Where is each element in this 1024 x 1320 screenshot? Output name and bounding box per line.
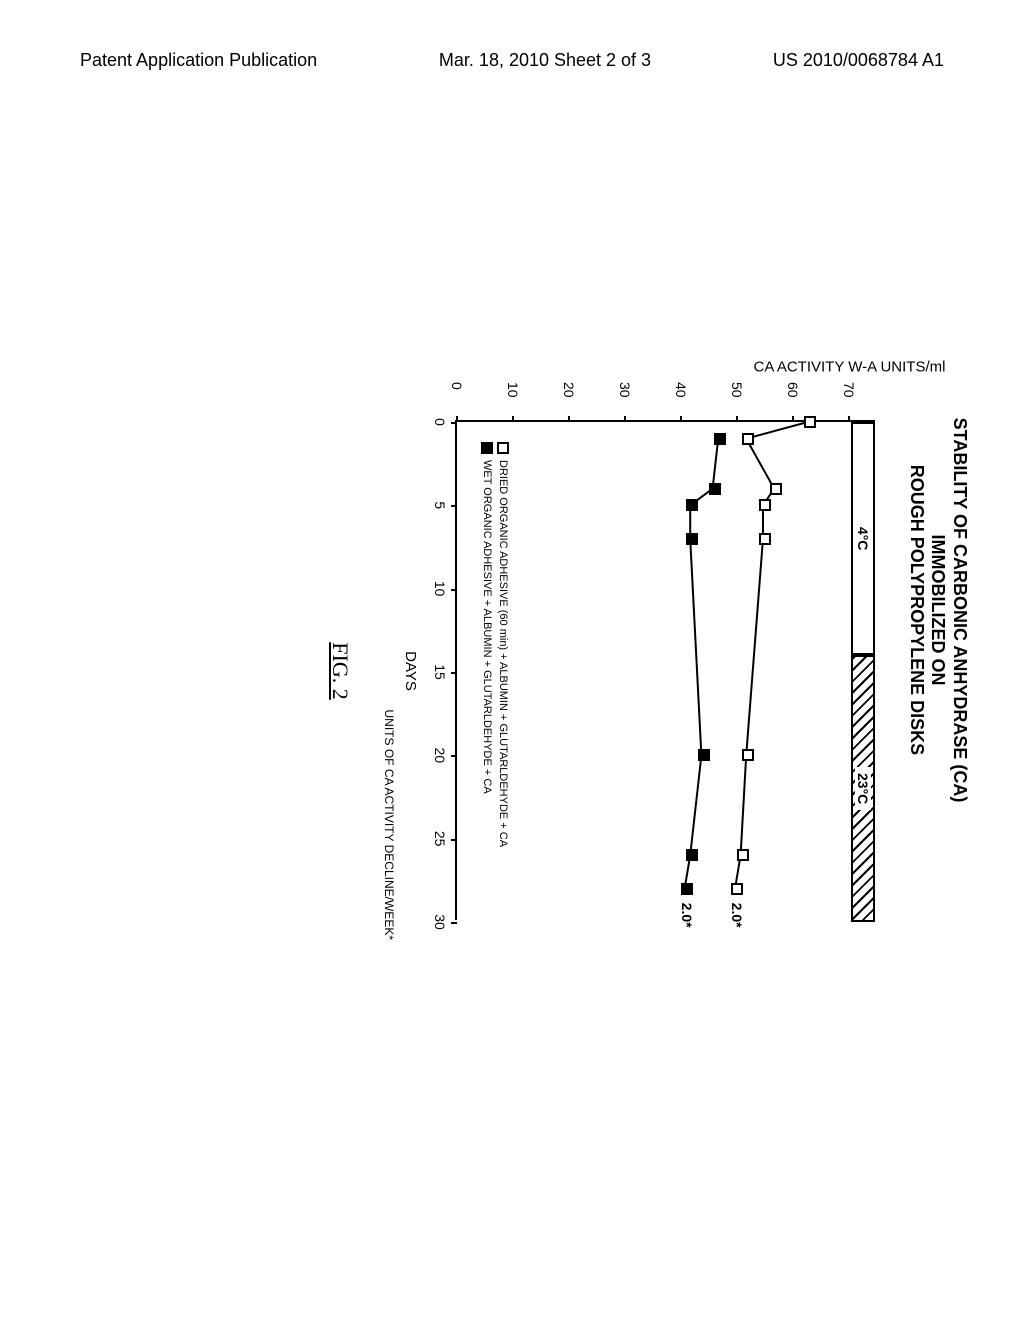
data-marker-dried — [770, 483, 782, 495]
data-marker-wet — [686, 499, 698, 511]
legend-row: WET ORGANIC ADHESIVE + ALBUMIN + GLUTARL… — [481, 442, 493, 847]
y-tick-label: 70 — [841, 382, 857, 398]
x-axis-label: DAYS — [402, 651, 419, 691]
y-tick-label: 50 — [729, 382, 745, 398]
data-marker-wet — [698, 749, 710, 761]
series-end-label-wet: 2.0* — [679, 903, 695, 928]
data-marker-dried — [742, 749, 754, 761]
x-tick-label: 15 — [432, 664, 448, 680]
legend-marker-icon — [481, 442, 493, 454]
plot-area: CA ACTIVITY W-A UNITS/ml DAYS UNITS OF C… — [455, 420, 875, 920]
plot-container: CA ACTIVITY W-A UNITS/ml DAYS UNITS OF C… — [455, 420, 875, 920]
chart-rotated-container: STABILITY OF CARBONIC ANHYDRASE (CA) IMM… — [230, 360, 970, 860]
data-lines — [455, 422, 875, 922]
chart-title: STABILITY OF CARBONIC ANHYDRASE (CA) IMM… — [905, 360, 970, 860]
page-header: Patent Application Publication Mar. 18, … — [0, 50, 1024, 71]
x-axis-footnote: UNITS OF CA ACTIVITY DECLINE/WEEK* — [382, 710, 396, 941]
y-axis-label: CA ACTIVITY W-A UNITS/ml — [754, 359, 946, 376]
data-marker-wet — [714, 433, 726, 445]
y-tick-label: 10 — [505, 382, 521, 398]
figure-label: FIG. 2 — [327, 642, 353, 699]
legend: DRIED ORGANIC ADHESIVE (60 min) + ALBUMI… — [477, 442, 513, 847]
legend-label: WET ORGANIC ADHESIVE + ALBUMIN + GLUTARL… — [481, 460, 493, 794]
x-tick-label: 20 — [432, 748, 448, 764]
legend-row: DRIED ORGANIC ADHESIVE (60 min) + ALBUMI… — [497, 442, 509, 847]
x-tick-label: 0 — [432, 418, 448, 426]
data-marker-dried — [804, 416, 816, 428]
data-marker-dried — [742, 433, 754, 445]
header-center: Mar. 18, 2010 Sheet 2 of 3 — [439, 50, 651, 71]
data-marker-wet — [681, 883, 693, 895]
y-tick-label: 20 — [561, 382, 577, 398]
y-tick-label: 0 — [449, 382, 465, 390]
header-right: US 2010/0068784 A1 — [773, 50, 944, 71]
header-left: Patent Application Publication — [80, 50, 317, 71]
data-marker-dried — [731, 883, 743, 895]
x-tick-label: 30 — [432, 914, 448, 930]
y-tick-label: 40 — [673, 382, 689, 398]
y-tick-label: 30 — [617, 382, 633, 398]
data-marker-dried — [759, 533, 771, 545]
data-marker-wet — [686, 533, 698, 545]
y-tick-label: 60 — [785, 382, 801, 398]
x-tick-label: 10 — [432, 581, 448, 597]
series-end-label-dried: 2.0* — [729, 903, 745, 928]
data-marker-dried — [737, 849, 749, 861]
data-marker-dried — [759, 499, 771, 511]
legend-marker-icon — [497, 442, 509, 454]
legend-label: DRIED ORGANIC ADHESIVE (60 min) + ALBUMI… — [497, 460, 509, 847]
data-marker-wet — [686, 849, 698, 861]
data-marker-wet — [709, 483, 721, 495]
x-tick-label: 5 — [432, 501, 448, 509]
x-tick-label: 25 — [432, 831, 448, 847]
